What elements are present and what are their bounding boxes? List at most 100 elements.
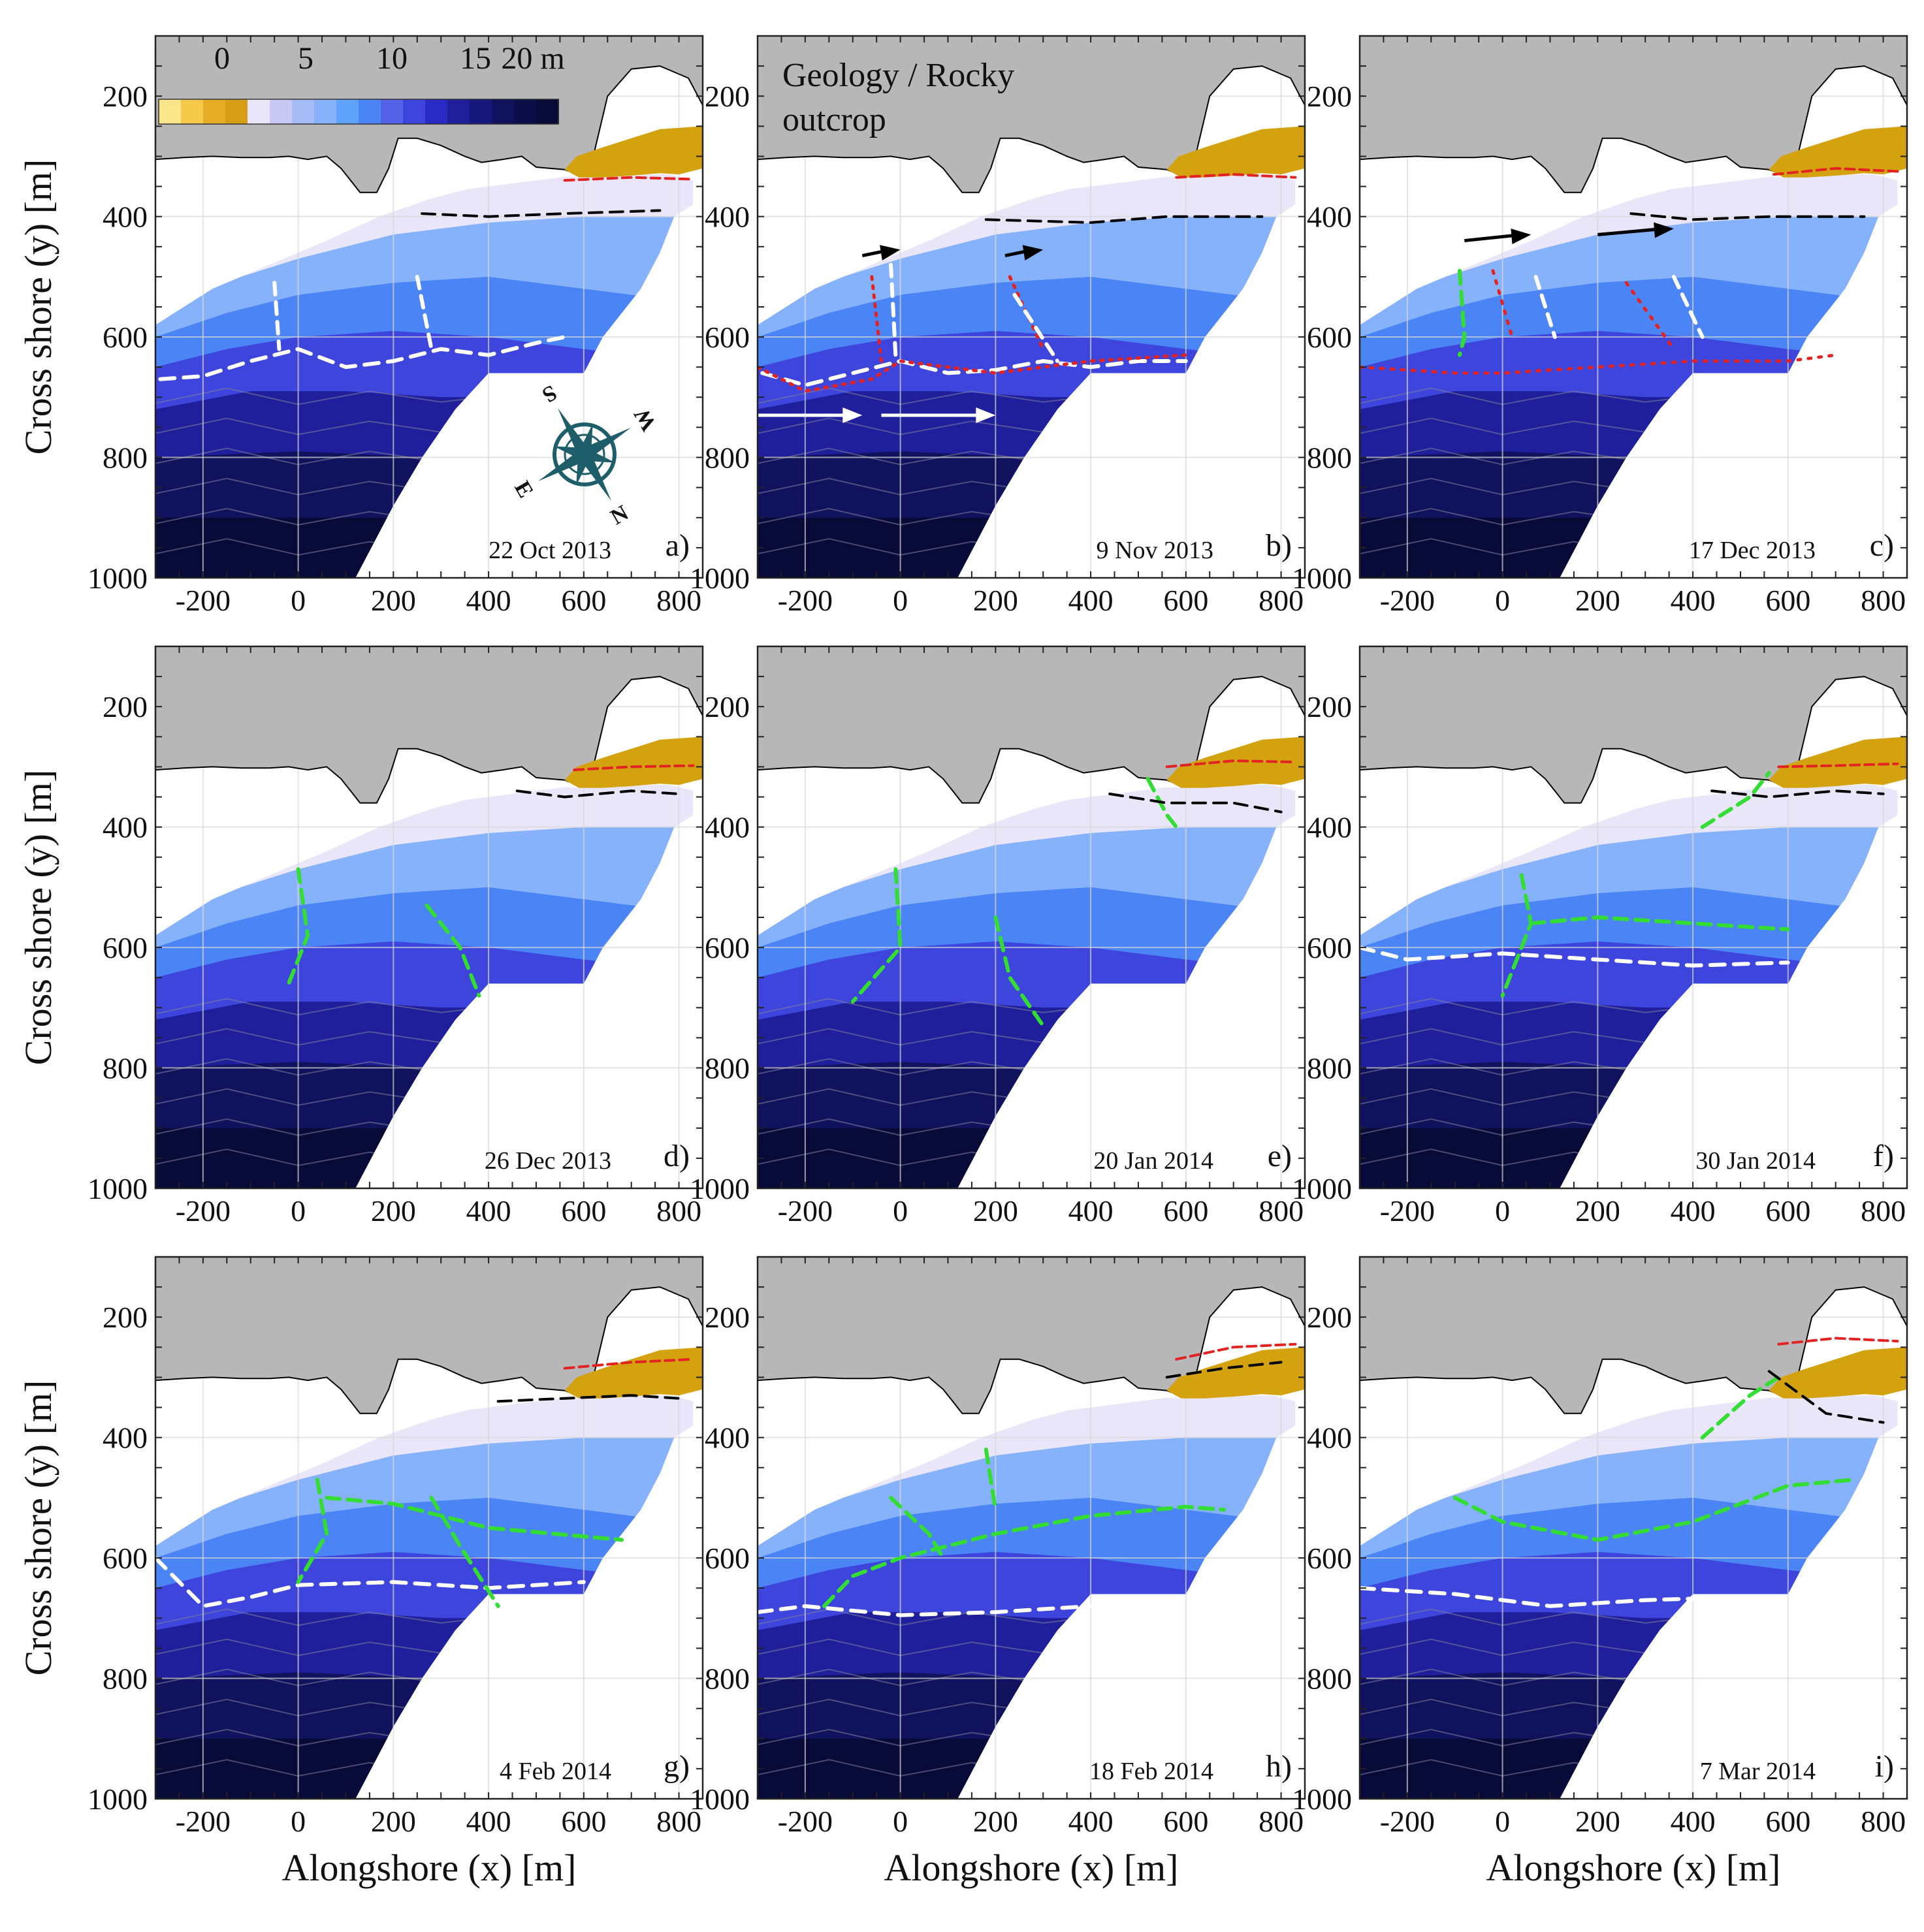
- depth-contour: [155, 387, 513, 405]
- black-dashed-line: [1629, 212, 1866, 221]
- flow-arrow: [881, 407, 996, 423]
- panel-letter: c): [1870, 528, 1894, 563]
- colorbar-segment: [314, 99, 337, 124]
- flow-arrow: [1004, 245, 1044, 261]
- y-tick-label: 1000: [1292, 562, 1352, 595]
- flow-arrow-head: [1511, 229, 1531, 244]
- colorbar-segment: [225, 99, 248, 124]
- depth-contour: [758, 1608, 1115, 1626]
- panel-letter: e): [1268, 1139, 1292, 1173]
- x-tick-label: 400: [466, 584, 511, 617]
- black-dashed-line: [1710, 789, 1885, 799]
- flow-arrow: [861, 245, 901, 261]
- red-dashed-line: [1175, 173, 1297, 179]
- y-tick-label: 600: [103, 1542, 148, 1575]
- y-tick-label: 800: [705, 1662, 750, 1696]
- y-tick-label: 1000: [88, 1172, 148, 1205]
- colorbar-segment: [248, 99, 270, 124]
- green-dashed-line: [984, 1448, 998, 1512]
- y-tick-label: 200: [705, 80, 750, 113]
- white-dashed-line: [1360, 1586, 1742, 1608]
- panel-letter: i): [1875, 1749, 1894, 1784]
- y-axis-label: Cross shore (y) [m]: [17, 770, 59, 1066]
- y-tick-label: 400: [103, 1421, 148, 1455]
- panel-plot-area: [758, 1257, 1305, 1799]
- y-tick-label: 400: [1307, 200, 1352, 234]
- panel-letter: g): [664, 1749, 690, 1784]
- land-area: [1360, 1257, 1907, 1414]
- y-tick-label: 800: [705, 441, 750, 475]
- y-tick-label: 800: [1307, 1052, 1352, 1085]
- panel-date: 26 Dec 2013: [485, 1147, 611, 1175]
- x-tick-label: 600: [561, 1805, 606, 1838]
- y-tick-label: 600: [1307, 321, 1352, 354]
- x-tick-label: 400: [466, 1194, 511, 1227]
- red-dashed-line: [563, 176, 695, 182]
- x-tick-label: 0: [893, 584, 908, 617]
- white-dashed-line: [760, 358, 1188, 388]
- x-tick-label: 400: [1068, 584, 1114, 617]
- y-tick-label: 200: [1307, 1301, 1352, 1334]
- x-tick-label: 600: [1163, 1805, 1208, 1838]
- y-tick-label: 400: [705, 200, 750, 234]
- panel-plot-area: [155, 646, 703, 1188]
- colorbar-segment: [425, 99, 448, 124]
- x-tick-label: -200: [778, 1805, 833, 1838]
- flow-arrow-head: [1654, 222, 1674, 238]
- flow-arrow: [1464, 229, 1531, 244]
- panel-plot-area: [155, 36, 703, 578]
- x-tick-label: -200: [176, 1194, 231, 1227]
- compass-ring-inner: [564, 434, 605, 475]
- depth-contour: [155, 998, 513, 1016]
- x-tick-label: 200: [371, 1194, 416, 1227]
- panel-plot-area: [1360, 646, 1907, 1188]
- flow-arrow: [1597, 222, 1674, 238]
- x-axis-label: Alongshore (x) [m]: [281, 1846, 576, 1889]
- y-tick-label: 1000: [690, 1782, 750, 1816]
- depth-contour: [1360, 387, 1717, 405]
- red-dashed-line: [758, 353, 1188, 393]
- colorbar-segment: [514, 99, 537, 124]
- white-dashed-line: [758, 1604, 1093, 1617]
- land-area: [758, 36, 1305, 193]
- colorbar-segment: [536, 99, 559, 124]
- geology-annotation: Geology / Rocky outcrop: [782, 57, 1014, 138]
- y-tick-label: 400: [103, 200, 148, 234]
- colorbar-tick-label: 10: [376, 41, 408, 76]
- red-dashed-line: [573, 764, 695, 772]
- colorbar-segment: [270, 99, 293, 124]
- black-dashed-line: [984, 215, 1264, 224]
- panel-plot-area: [758, 646, 1305, 1188]
- red-dashed-line: [1772, 166, 1899, 176]
- panel-date: 30 Jan 2014: [1695, 1147, 1816, 1175]
- y-tick-label: 600: [1307, 931, 1352, 964]
- rocky-outcrop: [564, 126, 703, 178]
- x-tick-label: -200: [1380, 1805, 1435, 1838]
- flow-arrow-shaft: [1597, 227, 1665, 236]
- x-tick-label: 0: [893, 1194, 908, 1227]
- land-area: [758, 1257, 1305, 1414]
- x-tick-label: -200: [176, 584, 231, 617]
- compass-ring: [553, 422, 617, 486]
- red-dashed-line: [1624, 281, 1676, 351]
- colorbar-tick-label: 15: [460, 41, 491, 76]
- x-tick-label: -200: [1380, 1194, 1435, 1227]
- black-dashed-line: [421, 209, 662, 218]
- green-dashed-line: [1529, 915, 1790, 932]
- x-tick-label: 0: [1495, 1805, 1510, 1838]
- x-tick-label: -200: [176, 1805, 231, 1838]
- x-tick-label: 800: [1259, 1194, 1304, 1227]
- y-axis-label: Cross shore (y) [m]: [17, 159, 59, 455]
- panel-date: 20 Jan 2014: [1093, 1147, 1213, 1175]
- x-tick-label: 400: [1671, 584, 1716, 617]
- green-dashed-line: [889, 1495, 946, 1560]
- y-tick-label: 200: [103, 690, 148, 723]
- geology-label-line-2: outcrop: [782, 101, 886, 138]
- black-dashed-line: [1767, 1370, 1885, 1424]
- x-tick-label: 800: [1861, 1805, 1906, 1838]
- x-tick-label: 400: [1068, 1805, 1114, 1838]
- panel-letter: h): [1266, 1749, 1292, 1784]
- red-dashed-line: [1360, 353, 1838, 375]
- red-dashed-line: [1491, 269, 1514, 339]
- white-dashed-line: [272, 281, 281, 351]
